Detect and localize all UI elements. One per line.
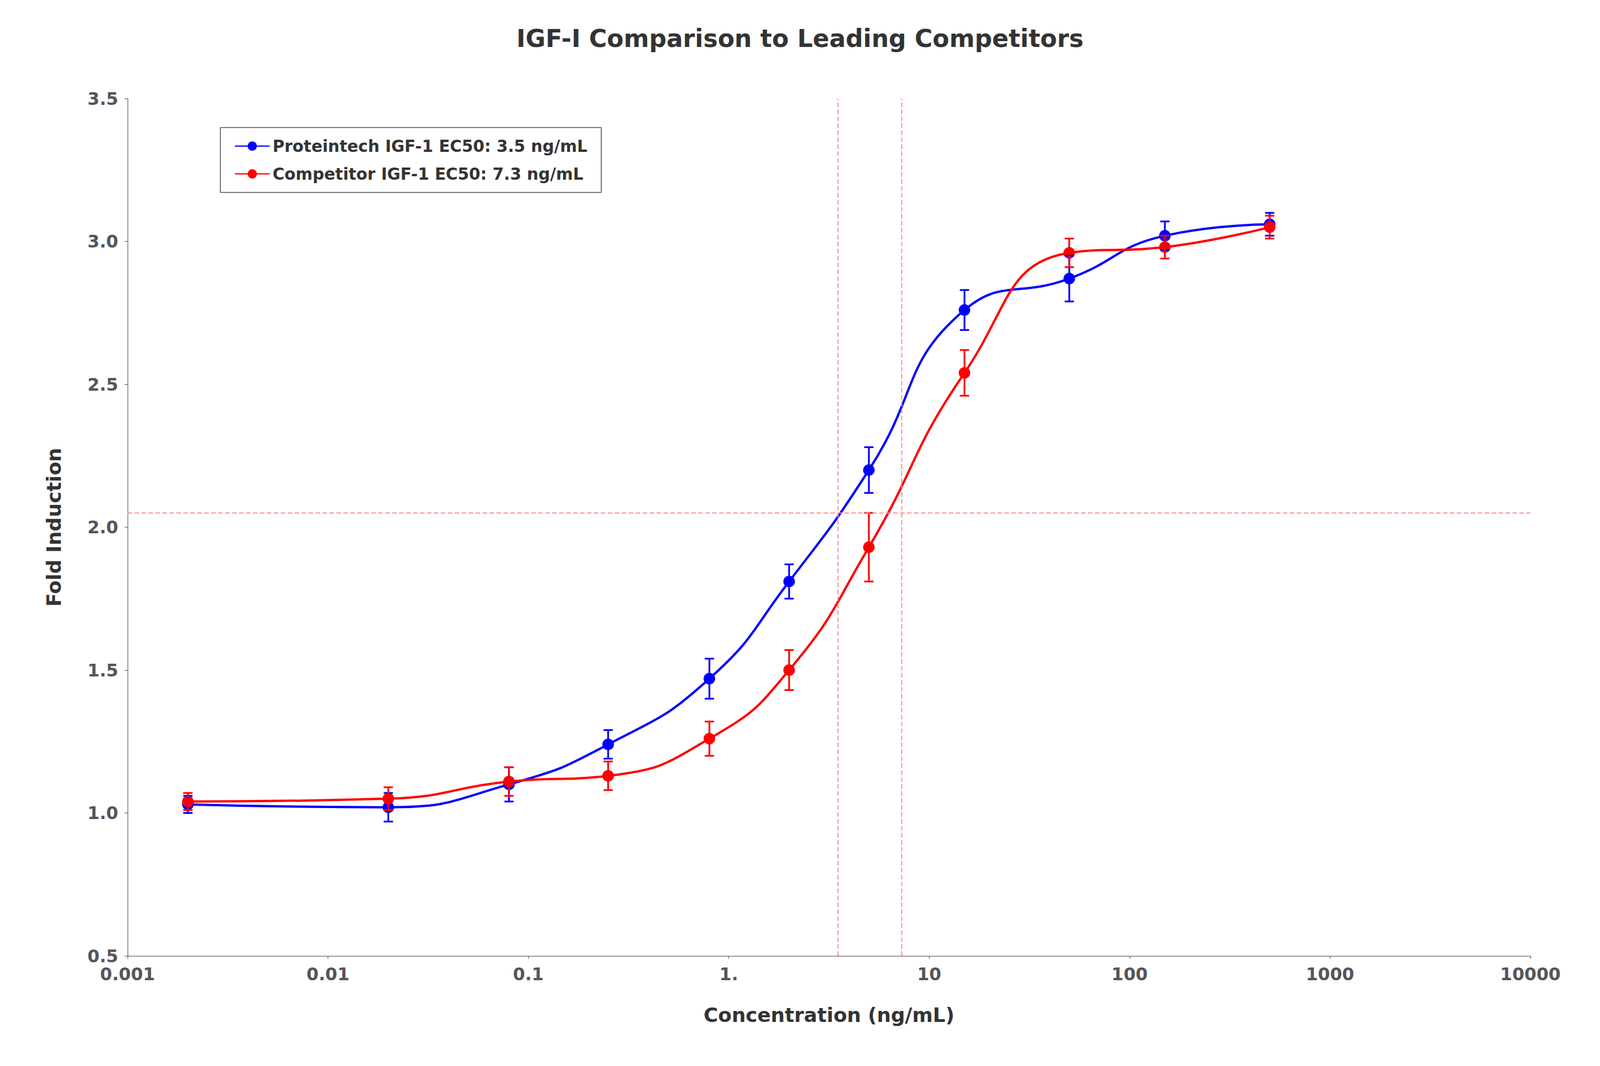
svg-text:IGF-I Comparison to Leading Co: IGF-I Comparison to Leading Competitors xyxy=(516,24,1084,53)
svg-text:0.001: 0.001 xyxy=(100,964,156,985)
svg-text:3.5: 3.5 xyxy=(87,88,119,110)
svg-text:1000: 1000 xyxy=(1305,964,1355,985)
svg-text:10000: 10000 xyxy=(1500,964,1561,985)
svg-text:1.0: 1.0 xyxy=(87,803,119,824)
svg-text:1.5: 1.5 xyxy=(87,660,119,681)
svg-text:10: 10 xyxy=(916,964,942,985)
svg-text:0.1: 0.1 xyxy=(513,964,544,985)
svg-text:1.: 1. xyxy=(719,964,739,985)
svg-text:2.0: 2.0 xyxy=(87,517,119,538)
svg-text:Fold Induction: Fold Induction xyxy=(42,447,66,607)
svg-text:100: 100 xyxy=(1111,964,1149,985)
svg-text:Proteintech IGF-1 EC50: 3.5 ng: Proteintech IGF-1 EC50: 3.5 ng/mL xyxy=(272,136,588,156)
svg-text:Competitor IGF-1 EC50: 7.3 ng/: Competitor IGF-1 EC50: 7.3 ng/mL xyxy=(272,164,584,184)
svg-text:Concentration (ng/mL): Concentration (ng/mL) xyxy=(703,1003,954,1028)
svg-text:0.01: 0.01 xyxy=(306,964,350,985)
svg-text:3.0: 3.0 xyxy=(87,231,119,252)
svg-text:2.5: 2.5 xyxy=(87,374,119,395)
svg-text:0.5: 0.5 xyxy=(87,946,119,967)
